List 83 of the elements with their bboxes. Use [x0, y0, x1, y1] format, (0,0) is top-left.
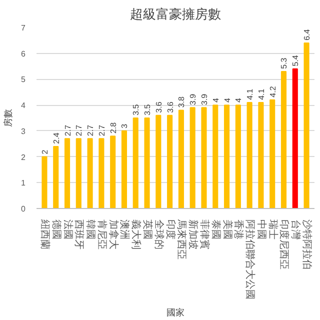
- bar: [190, 107, 196, 208]
- bar: [201, 107, 207, 208]
- data-label: 3: [120, 123, 130, 128]
- bar: [270, 99, 276, 208]
- x-tick-label: 新加坡: [187, 220, 200, 250]
- data-label: 2.7: [97, 124, 106, 136]
- y-tick-label: 3: [21, 126, 26, 136]
- data-label: 3.6: [166, 101, 175, 113]
- x-tick-label: 沙特阿拉伯: [301, 220, 314, 270]
- bar: [42, 156, 48, 208]
- x-tick-label: 澳洲: [118, 220, 131, 240]
- data-label: 5.4: [291, 54, 300, 66]
- bar: [53, 146, 59, 208]
- y-tick-label: 4: [21, 101, 26, 110]
- data-label: 4.1: [246, 88, 255, 100]
- x-tick-label: 法國: [62, 220, 74, 240]
- bar: [76, 138, 82, 208]
- data-label: 3.9: [200, 93, 209, 106]
- y-tick-label: 0: [21, 204, 26, 214]
- y-tick-label: 2: [21, 152, 26, 162]
- x-tick-label: 印度尼西亞: [278, 220, 290, 270]
- x-tick-label: 馬來西亞: [176, 218, 188, 260]
- bar: [132, 118, 138, 208]
- x-tick-label: 全球的: [152, 220, 165, 250]
- data-label: 3.5: [143, 104, 152, 116]
- x-tick-label: 阿拉伯聯合大公國: [244, 220, 256, 300]
- y-tick-label: 1: [21, 178, 26, 188]
- data-label: 2.8: [108, 122, 118, 134]
- bar: [144, 118, 150, 208]
- bar: [64, 138, 70, 208]
- bar: [224, 104, 230, 208]
- data-label: 4: [234, 97, 244, 102]
- bar: [212, 104, 218, 208]
- bar: [235, 104, 241, 208]
- x-tick-label: 印度: [164, 220, 176, 240]
- bar: [280, 70, 287, 208]
- x-tick-label: 肯尼亞: [96, 220, 108, 250]
- bar: [121, 130, 128, 208]
- x-tick-label: 菲律賓: [198, 220, 210, 250]
- data-label: 3.8: [177, 96, 186, 108]
- data-label: 4.2: [268, 86, 278, 98]
- data-label: 4: [222, 97, 232, 102]
- y-axis-title: 房數: [3, 109, 14, 127]
- x-tick-label: 中國: [255, 220, 268, 240]
- x-tick-label: 美國: [221, 220, 234, 240]
- data-label: 2.7: [63, 124, 72, 136]
- x-tick-label: 紐西蘭: [38, 218, 51, 250]
- bar: [98, 138, 104, 208]
- data-label: 6.4: [302, 28, 312, 40]
- x-tick-label: 台灣: [290, 220, 302, 240]
- bar: [304, 42, 310, 208]
- bar: [110, 136, 116, 208]
- bar: [258, 102, 264, 208]
- x-tick-label: 英國: [142, 220, 154, 240]
- x-tick-label: 香港: [232, 220, 245, 240]
- x-axis-title: 國家: [166, 308, 184, 318]
- data-label: 3.6: [154, 101, 164, 113]
- data-label: 3.5: [132, 104, 141, 116]
- bar: [292, 68, 298, 208]
- bar: [156, 114, 162, 208]
- x-tick-label: 德國: [50, 220, 62, 240]
- data-label: 4.1: [256, 88, 266, 100]
- x-tick-label: 瑞士: [266, 220, 279, 240]
- data-label: 2.7: [86, 124, 96, 136]
- data-label: 4: [211, 97, 220, 102]
- y-tick-label: 7: [21, 24, 26, 32]
- data-label: 2.7: [74, 124, 84, 136]
- x-tick-label: 加拿大: [107, 220, 120, 250]
- bar: [87, 138, 93, 208]
- data-label: 3.9: [188, 93, 198, 106]
- data-label: 2: [40, 149, 50, 154]
- bar: [246, 102, 252, 208]
- x-tick-label: 韓國: [84, 220, 97, 240]
- chart-title: 超級富豪擁房數: [130, 6, 221, 22]
- bar: [167, 114, 173, 208]
- x-tick-label: 泰國: [210, 220, 221, 240]
- bar: [178, 110, 184, 208]
- data-label: 2.4: [52, 132, 61, 144]
- x-tick-label: 義大利: [130, 220, 142, 250]
- y-tick-label: 6: [21, 49, 26, 58]
- x-tick-label: 西班牙: [73, 220, 86, 250]
- data-label: 5.3: [280, 57, 289, 69]
- y-tick-label: 5: [21, 75, 26, 84]
